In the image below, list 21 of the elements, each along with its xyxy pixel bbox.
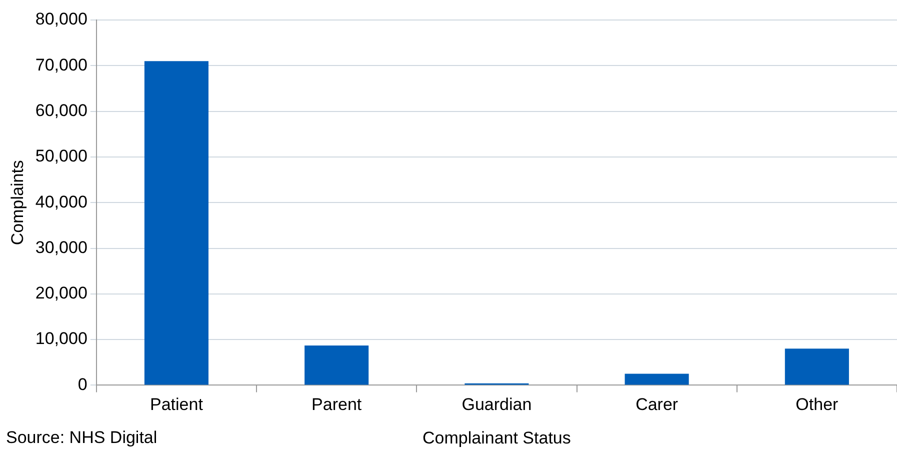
bar [144,61,208,385]
bar [784,348,849,385]
x-tick-label: Parent [312,395,362,414]
y-tick-label: 20,000 [35,284,88,303]
y-tick-label: 30,000 [35,238,88,257]
y-tick-label: 0 [78,374,88,394]
bar [304,345,369,385]
source-note: Source: NHS Digital [6,428,158,448]
x-tick-label: Other [796,395,839,414]
y-tick-label: 50,000 [35,146,88,166]
x-tick-label: Carer [636,395,678,414]
y-tick-label: 10,000 [35,329,88,348]
y-tick-label: 40,000 [35,192,88,212]
y-tick-label: 80,000 [35,10,88,29]
y-tick-label: 60,000 [35,100,88,120]
x-tick-label: Guardian [462,395,532,414]
x-axis-title: Complainant Status [422,428,571,448]
y-axis-title: Complaints [8,160,27,246]
y-tick-label: 70,000 [35,55,88,74]
x-tick-label: Patient [150,395,204,414]
bar [624,374,689,385]
